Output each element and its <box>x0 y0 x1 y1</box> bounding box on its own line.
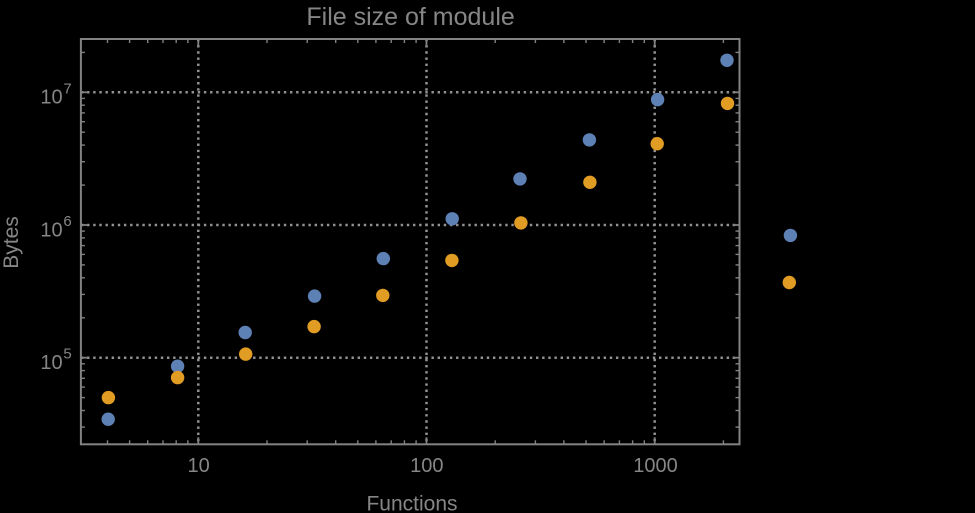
svg-text:5: 5 <box>63 346 71 363</box>
svg-text:10: 10 <box>40 219 62 241</box>
svg-text:6: 6 <box>63 213 71 230</box>
svg-text:10: 10 <box>40 352 62 374</box>
svg-text:Functions: Functions <box>366 493 457 513</box>
svg-text:File size of module: File size of module <box>306 3 514 31</box>
svg-text:10: 10 <box>40 87 62 109</box>
svg-text:Bytes: Bytes <box>0 216 23 269</box>
svg-text:10: 10 <box>187 455 209 477</box>
svg-text:100: 100 <box>410 455 443 477</box>
svg-text:7: 7 <box>63 80 71 97</box>
svg-text:1000: 1000 <box>633 455 678 477</box>
